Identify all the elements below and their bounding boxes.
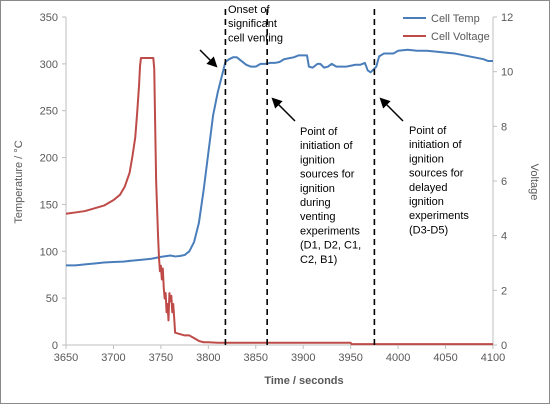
legend-label-cell-temp: Cell Temp — [431, 13, 480, 25]
y-tick-label: 100 — [40, 246, 58, 258]
y2-axis-title: Voltage — [528, 164, 540, 201]
y-tick-label: 50 — [46, 293, 58, 305]
y-axis-title: Temperature / °C — [13, 140, 25, 223]
annotation-arrow — [271, 97, 296, 122]
annotation-line: Point of — [409, 125, 447, 137]
y2-tick-label: 10 — [501, 67, 513, 79]
annotation-line: delayed — [409, 182, 448, 194]
x-tick-label: 4000 — [386, 352, 410, 364]
annotation-line: initiation of — [300, 140, 354, 152]
legend-label-cell-voltage: Cell Voltage — [431, 31, 490, 43]
annotation-line: initiation of — [409, 139, 463, 151]
y2-tick-label: 6 — [501, 176, 507, 188]
x-tick-label: 3950 — [338, 352, 362, 364]
annotation-line: significant — [228, 18, 277, 30]
axes-layer: 3650 3700 3750 3800 3850 3900 3950 4000 4050 4100… — [40, 12, 514, 364]
annotation-line: during — [300, 197, 331, 209]
annotation-layer: Onset of significant cell venting Point of i… — [199, 4, 469, 266]
annotation-line: C2, B1) — [300, 254, 337, 266]
annotation-line: ignition — [300, 183, 335, 195]
x-tick-label: 3750 — [149, 352, 173, 364]
annotation-line: (D1, D2, C1, — [300, 240, 361, 252]
y-tick-label: 200 — [40, 153, 58, 165]
annotation-line: (D3-D5) — [409, 224, 448, 236]
x-tick-label: 3700 — [101, 352, 125, 364]
annotation-venting: Point of initiation of ignition sources for… — [300, 126, 361, 266]
annotation-line: cell venting — [228, 32, 283, 44]
x-tick-label: 3900 — [291, 352, 315, 364]
y-tick-label: 150 — [40, 199, 58, 211]
y2-tick-label: 8 — [501, 121, 507, 133]
annotation-delayed: Point of initiation of ignition sources for… — [409, 125, 469, 236]
annotation-line: Onset of — [228, 4, 271, 16]
x-tick-label: 3650 — [54, 352, 78, 364]
annotation-line: sources for — [300, 169, 355, 181]
annotation-arrow — [379, 97, 404, 122]
y-tick-label: 350 — [40, 12, 58, 24]
y-tick-label: 250 — [40, 106, 58, 118]
annotation-line: experiments — [409, 210, 469, 222]
y2-tick-label: 2 — [501, 285, 507, 297]
annotation-line: Point of — [300, 126, 338, 138]
y2-tick-label: 0 — [501, 340, 507, 352]
annotation-arrow — [199, 49, 218, 68]
x-tick-label: 3800 — [196, 352, 220, 364]
annotation-line: ignition — [409, 196, 444, 208]
legend: Cell Temp Cell Voltage — [403, 13, 490, 43]
series-line-cell-temp — [66, 48, 493, 267]
x-tick-label: 4100 — [481, 352, 505, 364]
x-tick-label: 4050 — [433, 352, 457, 364]
y2-tick-label: 12 — [501, 12, 513, 24]
annotation-line: ignition — [409, 153, 444, 165]
y-tick-label: 300 — [40, 59, 58, 71]
series-line-cell-voltage — [65, 57, 493, 346]
annotation-line: venting — [300, 211, 335, 223]
vline-layer — [224, 9, 376, 345]
y2-tick-label: 4 — [501, 231, 507, 243]
y-tick-label: 0 — [52, 340, 58, 352]
annotation-onset: Onset of significant cell venting — [228, 4, 283, 44]
annotation-line: ignition — [300, 154, 335, 166]
x-axis-title: Time / seconds — [264, 375, 343, 387]
series-layer — [65, 48, 493, 346]
annotation-line: sources for — [409, 168, 464, 180]
x-tick-label: 3850 — [244, 352, 268, 364]
annotation-line: experiments — [300, 225, 360, 237]
